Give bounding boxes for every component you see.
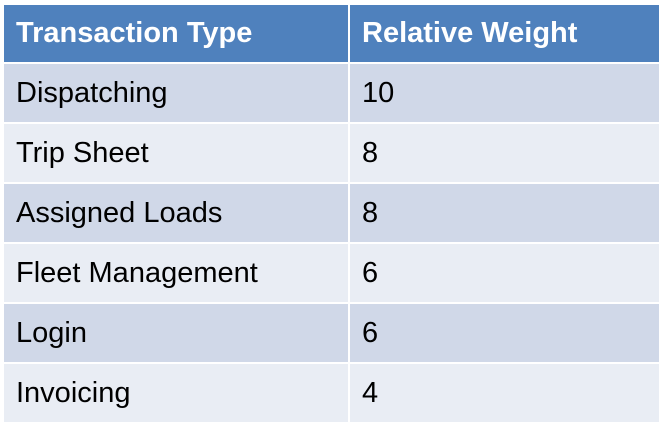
cell-relative-weight: 8 xyxy=(349,123,659,184)
table-row: Assigned Loads 8 xyxy=(4,183,659,244)
table-row: Login 6 xyxy=(4,303,659,364)
table-row: Trip Sheet 8 xyxy=(4,123,659,184)
transaction-weight-table: Transaction Type Relative Weight Dispatc… xyxy=(4,5,659,424)
cell-relative-weight: 6 xyxy=(349,243,659,304)
cell-transaction-type: Trip Sheet xyxy=(4,123,350,184)
cell-transaction-type: Fleet Management xyxy=(4,243,350,304)
header-relative-weight: Relative Weight xyxy=(349,5,659,64)
table-row: Fleet Management 6 xyxy=(4,243,659,304)
cell-relative-weight: 10 xyxy=(349,63,659,124)
table-row: Dispatching 10 xyxy=(4,63,659,124)
header-transaction-type: Transaction Type xyxy=(4,5,350,64)
cell-transaction-type: Assigned Loads xyxy=(4,183,350,244)
header-row: Transaction Type Relative Weight xyxy=(4,5,659,64)
cell-transaction-type: Dispatching xyxy=(4,63,350,124)
cell-relative-weight: 8 xyxy=(349,183,659,244)
cell-transaction-type: Login xyxy=(4,303,350,364)
table-body: Dispatching 10 Trip Sheet 8 Assigned Loa… xyxy=(4,63,659,424)
cell-relative-weight: 6 xyxy=(349,303,659,364)
table-header: Transaction Type Relative Weight xyxy=(4,5,659,64)
cell-relative-weight: 4 xyxy=(349,363,659,424)
cell-transaction-type: Invoicing xyxy=(4,363,350,424)
table-row: Invoicing 4 xyxy=(4,363,659,424)
